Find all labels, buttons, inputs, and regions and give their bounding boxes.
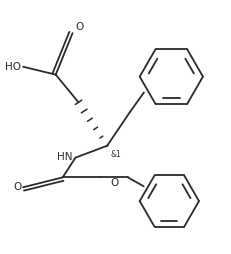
Text: O: O (13, 182, 21, 192)
Text: HO: HO (5, 62, 21, 72)
Text: O: O (76, 22, 84, 32)
Text: HN: HN (57, 152, 73, 162)
Text: &1: &1 (110, 150, 121, 159)
Text: O: O (110, 178, 118, 188)
